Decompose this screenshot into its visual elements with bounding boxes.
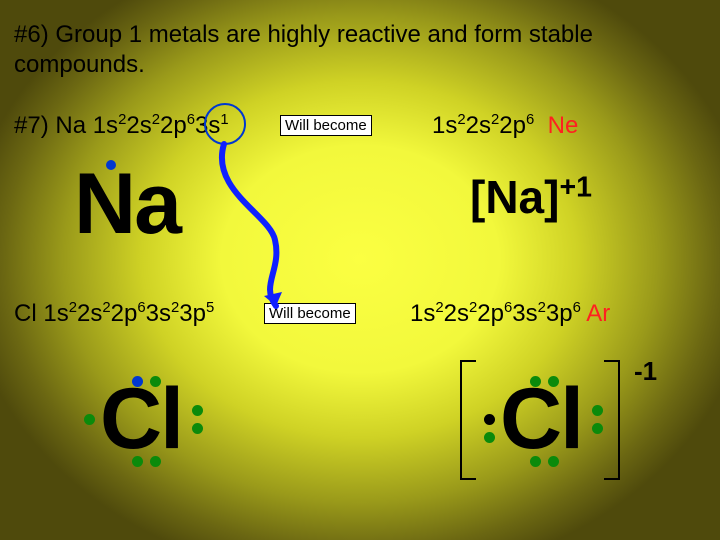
cl-right-dot-b2: [548, 456, 559, 467]
na-config-after: 1s22s22p6 Ne: [432, 112, 578, 140]
electron-transfer-arrow: [222, 144, 277, 306]
cl-left-dot-b1: [132, 456, 143, 467]
cl-right-dot-r1: [592, 405, 603, 416]
q7-na-line: #7) Na 1s22s22p63s1: [14, 112, 229, 140]
cl-prefix: Cl: [14, 300, 43, 327]
noble-ne: Ne: [548, 112, 579, 139]
bracket-left-hb: [460, 478, 476, 480]
cl-right-dot-l2: [484, 432, 495, 443]
question-6-text: #6) Group 1 metals are highly reactive a…: [14, 20, 694, 80]
cl-left-dot-b2: [150, 456, 161, 467]
cl-right-dot-black: [484, 414, 495, 425]
cl-ion-charge: -1: [634, 356, 657, 387]
q7-prefix: #7) Na: [14, 112, 93, 139]
na-config-before: 1s22s22p63s1: [93, 112, 229, 139]
cl-right-dot-t2: [548, 376, 559, 387]
bracket-right-v: [618, 360, 620, 480]
cl-right-dot-t1: [530, 376, 541, 387]
cl-big-symbol-right: Cl: [500, 370, 582, 469]
na-ion: [Na]+1: [470, 170, 592, 224]
cl-left-dot-r2: [192, 423, 203, 434]
will-become-box-na: Will become: [280, 115, 372, 136]
na-ion-bracket: [Na]: [470, 171, 559, 223]
cl-left-dot-blue-top: [132, 376, 143, 387]
na-electron-dot: [106, 160, 116, 170]
na-ion-charge: +1: [559, 172, 592, 204]
cl-line: Cl 1s22s22p63s23p5: [14, 300, 214, 328]
na-big-symbol: Na: [74, 155, 180, 254]
cl-left-dot-r1: [192, 405, 203, 416]
cl-config-after: 1s22s22p63s23p6 Ar: [410, 300, 610, 328]
cl-config-before: 1s22s22p63s23p5: [43, 300, 214, 327]
bracket-left-v: [460, 360, 462, 480]
noble-ar: Ar: [586, 300, 610, 327]
chemistry-slide: #6) Group 1 metals are highly reactive a…: [0, 0, 720, 540]
cl-left-dot-lone: [84, 414, 95, 425]
bracket-left-ht: [460, 360, 476, 362]
will-become-box-cl: Will become: [264, 303, 356, 324]
cl-right-dot-b1: [530, 456, 541, 467]
bracket-right-hb: [604, 478, 620, 480]
cl-left-dot-top2: [150, 376, 161, 387]
cl-right-dot-r2: [592, 423, 603, 434]
bracket-right-ht: [604, 360, 620, 362]
